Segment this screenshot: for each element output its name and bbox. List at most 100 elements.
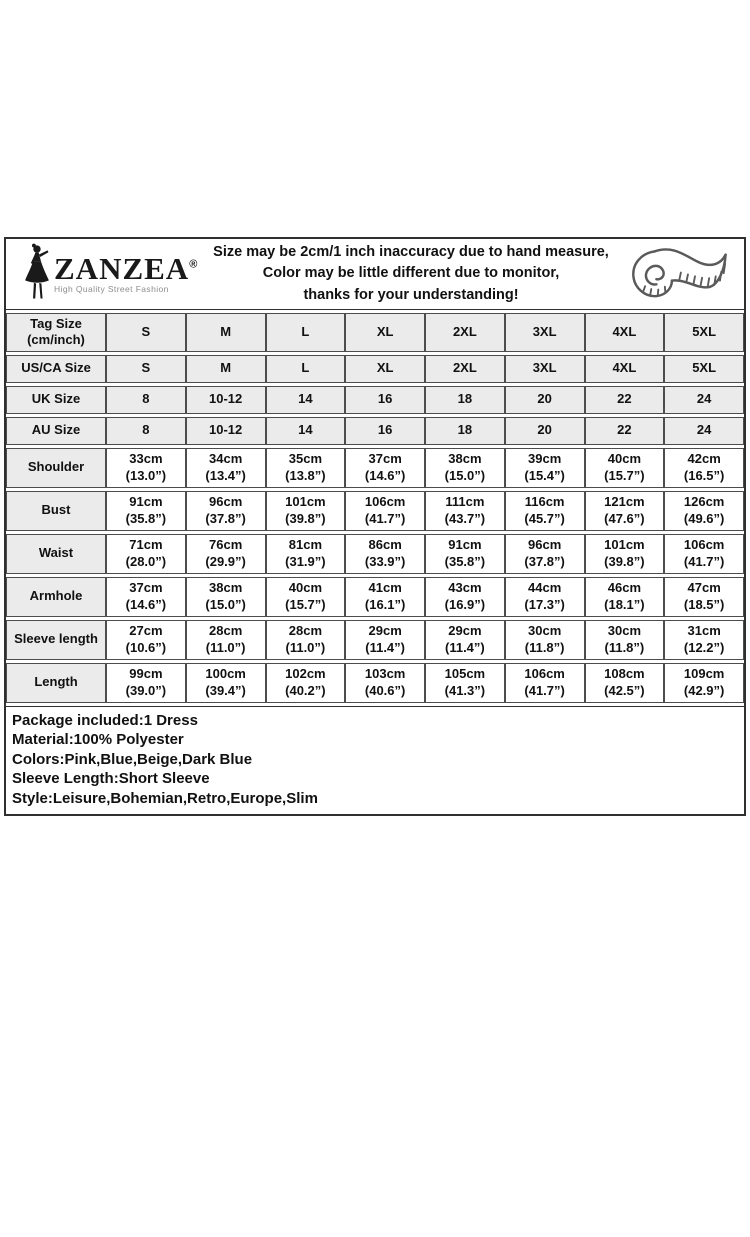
row-label: Sleeve length [6,619,106,660]
size-cell: M [185,313,266,352]
size-chart-sheet: ZANZEA® High Quality Street Fashion Size… [4,237,746,816]
size-cell: 106cm (41.7”) [664,533,744,574]
size-cell: 29cm (11.4”) [425,619,505,660]
size-cell: 27cm (10.6”) [106,619,186,660]
size-cell: 35cm (13.8”) [265,447,346,488]
size-cell: 20 [504,385,585,414]
size-cell: 46cm (18.1”) [584,576,665,617]
disclaimer-line-1: Size may be 2cm/1 inch inaccuracy due to… [213,244,609,261]
size-cell: 4XL [584,313,665,352]
disclaimer-line-2: Color may be little different due to mon… [262,265,560,282]
size-cell: 37cm (14.6”) [345,447,425,488]
detail-package: Package included:1 Dress [12,711,198,729]
size-cell: 101cm (39.8”) [584,533,665,574]
size-cell: 24 [664,385,744,414]
size-cell: 103cm (40.6”) [345,662,425,703]
size-cell: 108cm (42.5”) [584,662,665,703]
row-label: US/CA Size [6,354,106,383]
table-row: Sleeve length 27cm (10.6”) 28cm (11.0”) 28c… [6,619,744,660]
size-cell: 38cm (15.0”) [185,576,266,617]
size-cell: 18 [425,385,505,414]
brand-tagline: High Quality Street Fashion [54,284,169,295]
size-cell: 121cm (47.6”) [584,490,665,531]
size-cell: 40cm (15.7”) [265,576,346,617]
size-cell: 44cm (17.3”) [504,576,585,617]
size-cell: 38cm (15.0”) [425,447,505,488]
size-cell: 16 [345,416,425,445]
size-cell: 101cm (39.8”) [265,490,346,531]
size-cell: 10-12 [185,385,266,414]
size-cell: S [106,354,186,383]
size-cell: 43cm (16.9”) [425,576,505,617]
table-row: US/CA Size S M L XL 2XL 3XL 4XL 5XL [6,354,744,383]
size-cell: 41cm (16.1”) [345,576,425,617]
size-cell: 42cm (16.5”) [664,447,744,488]
size-cell: 5XL [664,354,744,383]
size-table-body: Tag Size (cm/inch) S M L XL 2XL 3XL 4XL 5XL US/CA… [6,313,744,703]
registered-mark: ® [189,258,199,271]
size-cell: 96cm (37.8”) [185,490,266,531]
row-label: Shoulder [6,447,106,488]
size-cell: 86cm (33.9”) [345,533,425,574]
detail-colors: Colors:Pink,Blue,Beige,Dark Blue [12,750,253,768]
table-row: Shoulder 33cm (13.0”) 34cm (13.4”) 35cm (13… [6,447,744,488]
detail-sleeve-length: Sleeve Length:Short Sleeve [12,770,210,787]
size-cell: XL [345,354,425,383]
size-cell: 33cm (13.0”) [106,447,186,488]
size-cell: 30cm (11.8”) [584,619,665,660]
row-label: Bust [6,490,106,531]
brand-logo: ZANZEA® High Quality Street Fashion [22,242,202,307]
size-cell: 106cm (41.7”) [345,490,425,531]
row-label: UK Size [6,385,106,414]
size-cell: XL [345,313,425,352]
size-cell: 28cm (11.0”) [185,619,266,660]
size-cell: 10-12 [185,416,266,445]
size-cell: 126cm (49.6”) [664,490,744,531]
disclaimer: Size may be 2cm/1 inch inaccuracy due to… [202,242,620,305]
size-cell: 105cm (41.3”) [425,662,505,703]
detail-material: Material:100% Polyester [12,731,184,748]
row-label: AU Size [6,416,106,445]
size-cell: 2XL [425,354,505,383]
size-cell: 22 [584,416,665,445]
size-cell: 22 [584,385,665,414]
size-cell: 71cm (28.0”) [106,533,186,574]
size-cell: 100cm (39.4”) [185,662,266,703]
size-cell: 34cm (13.4”) [185,447,266,488]
table-row: Armhole 37cm (14.6”) 38cm (15.0”) 40cm (15.… [6,576,744,617]
table-row: AU Size 8 10-12 14 16 18 20 22 24 [6,416,744,445]
size-cell: 29cm (11.4”) [345,619,425,660]
size-cell: 102cm (40.2”) [265,662,346,703]
size-cell: 18 [425,416,505,445]
size-cell: 30cm (11.8”) [504,619,585,660]
sheet-header: ZANZEA® High Quality Street Fashion Size… [6,239,744,310]
table-row: UK Size 8 10-12 14 16 18 20 22 24 [6,385,744,414]
size-cell: 111cm (43.7”) [425,490,505,531]
size-cell: 24 [664,416,744,445]
size-cell: 5XL [664,313,744,352]
detail-style: Style:Leisure,Bohemian,Retro,Europe,Slim [12,789,318,807]
table-row: Bust 91cm (35.8”) 96cm (37.8”) 101cm (39.8”… [6,490,744,531]
woman-silhouette-icon [22,242,52,307]
size-cell: M [185,354,266,383]
size-cell: 4XL [584,354,665,383]
size-cell: 81cm (31.9”) [265,533,346,574]
size-cell: 8 [106,416,186,445]
size-cell: 91cm (35.8”) [425,533,505,574]
size-cell: 47cm (18.5”) [664,576,744,617]
brand-name: ZANZEA® [54,250,199,286]
size-cell: 96cm (37.8”) [504,533,585,574]
row-label: Waist [6,533,106,574]
size-cell: 3XL [504,354,585,383]
size-cell: 76cm (29.9”) [185,533,266,574]
size-cell: 37cm (14.6”) [106,576,186,617]
size-cell: 39cm (15.4”) [504,447,585,488]
row-label: Tag Size (cm/inch) [6,313,106,352]
size-cell: 116cm (45.7”) [504,490,585,531]
size-cell: 8 [106,385,186,414]
size-cell: S [106,313,186,352]
size-cell: 14 [265,416,346,445]
size-cell: 28cm (11.0”) [265,619,346,660]
brand-text-block: ZANZEA® High Quality Street Fashion [54,250,199,295]
size-cell: 20 [504,416,585,445]
